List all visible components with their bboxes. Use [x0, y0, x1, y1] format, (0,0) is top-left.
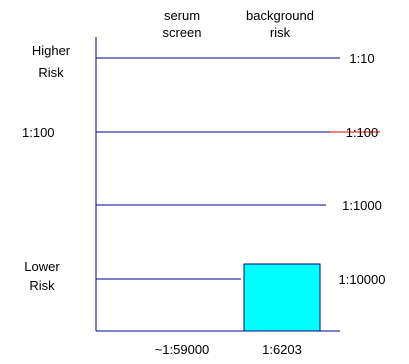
tick-label: 1:100: [346, 125, 379, 140]
value-label: 1:6203: [262, 342, 302, 357]
lower-risk-label-line1: Lower: [24, 259, 60, 274]
bars: [243, 263, 321, 332]
tick-labels: 1:10 1:100 1:1000 1:10000: [339, 51, 386, 287]
category-label-background-line2: risk: [270, 25, 291, 40]
value-labels: ~1:59000 1:6203: [155, 342, 302, 357]
category-label-serum-line1: serum: [164, 8, 200, 23]
higher-risk-label-line1: Higher: [32, 43, 71, 58]
category-label-serum-line2: screen: [162, 25, 201, 40]
tick-label: 1:10000: [339, 272, 386, 287]
tick-label: 1:10: [349, 51, 374, 66]
bar-background-risk: [243, 263, 321, 332]
lower-risk-label-line2: Risk: [29, 278, 55, 293]
category-label-background-line1: background: [246, 8, 314, 23]
higher-risk-label-line2: Risk: [38, 65, 64, 80]
tick-label: 1:1000: [342, 198, 382, 213]
value-label: ~1:59000: [155, 342, 210, 357]
gridlines: [96, 57, 380, 280]
left-tick-label-1-100: 1:100: [22, 125, 55, 140]
